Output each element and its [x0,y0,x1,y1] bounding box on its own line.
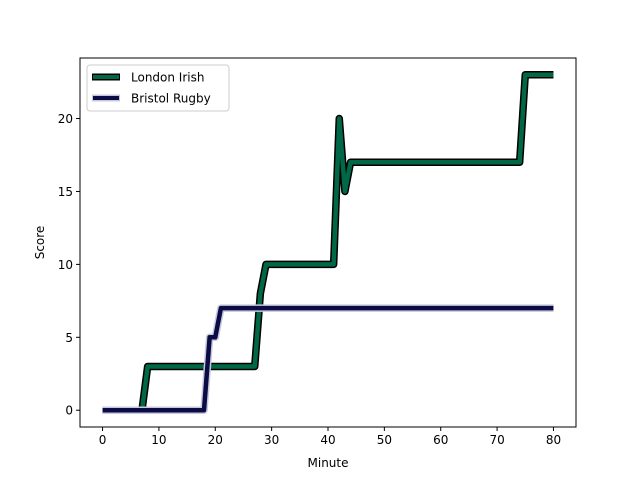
x-tick-label: 60 [433,433,448,447]
y-axis-ticks: 0 5 10 15 20 [58,112,80,418]
x-tick-label: 70 [489,433,504,447]
series-line-1 [102,305,554,413]
x-tick-label: 40 [320,433,335,447]
x-tick-label: 50 [377,433,392,447]
series-line-0 [102,72,554,413]
y-axis-label: Score [33,226,47,260]
legend-label-0: London Irish [131,71,204,85]
x-tick-label: 20 [208,433,223,447]
legend: London Irish Bristol Rugby [86,64,230,112]
series-layer [102,71,554,414]
x-axis-ticks: 0 10 20 30 40 50 60 70 80 [99,427,561,447]
x-tick-label: 10 [151,433,166,447]
y-tick-label: 5 [65,331,73,345]
x-axis-label: Minute [308,456,349,470]
y-tick-label: 10 [58,258,73,272]
x-tick-label: 80 [546,433,561,447]
x-tick-label: 30 [264,433,279,447]
legend-box [86,64,230,112]
y-tick-label: 20 [58,112,73,126]
x-tick-label: 0 [99,433,107,447]
y-tick-label: 0 [65,404,73,418]
legend-label-1: Bristol Rugby [131,92,211,106]
y-tick-label: 15 [58,185,73,199]
